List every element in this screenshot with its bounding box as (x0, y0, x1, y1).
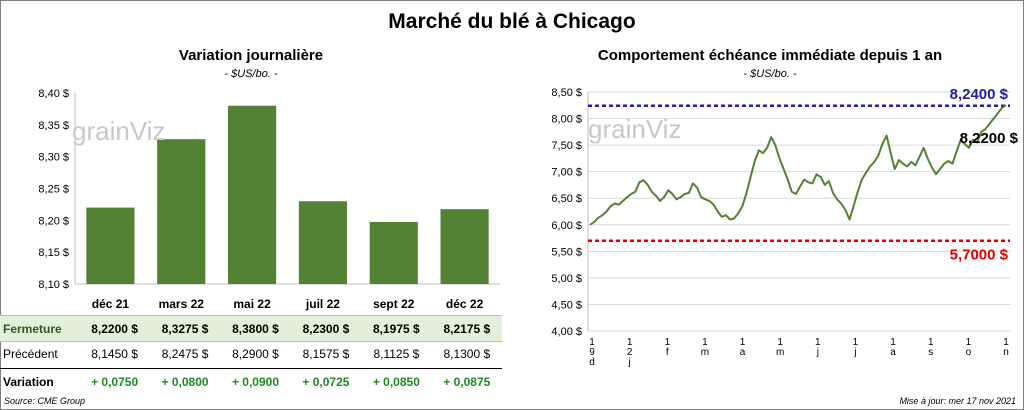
row-label-precedent: Précédent (3, 346, 58, 361)
variation-cell: + 0,0850 (372, 374, 420, 389)
variation-cell: + 0,0750 (91, 374, 139, 389)
bar-chart: 8,10 $ 8,15 $ 8,20 $ 8,25 $ 8,30 $ 8,35 $ 8,40… (38, 88, 500, 311)
line-y-tick-label: 8,00 $ (551, 114, 582, 126)
line-y-tick-label: 6,50 $ (551, 193, 582, 205)
line-y-tick-label: 4,00 $ (551, 326, 582, 338)
table-row-fermeture: Fermeture 8,2200 $ 8,3275 $ 8,3800 $ 8,2… (0, 315, 502, 342)
bar-y-tick-label: 8,20 $ (38, 215, 69, 227)
bar (369, 221, 418, 284)
fermeture-cell: 8,3800 $ (232, 321, 279, 336)
precedent-cell: 8,2900 $ (232, 346, 279, 361)
variation-cell: + 0,0875 (443, 374, 491, 389)
precedent-cell: 8,1300 $ (443, 346, 491, 361)
update-note: Mise à jour: mer 17 nov 2021 (899, 396, 1016, 406)
bar (157, 139, 206, 284)
precedent-cell: 8,1575 $ (302, 346, 350, 361)
table-row-variation: Variation + 0,0750 + 0,0800 + 0,0900 + 0… (0, 368, 502, 394)
high-value-label: 8,2400 $ (950, 86, 1009, 103)
bar (298, 201, 347, 284)
fermeture-cell: 8,2300 $ (302, 321, 350, 336)
line-y-tick-label: 5,00 $ (551, 273, 582, 285)
bar-category-label: sept 22 (373, 297, 415, 311)
bar-category-label: mars 22 (159, 297, 205, 311)
bar-y-tick-label: 8,25 $ (38, 184, 69, 196)
row-label-fermeture: Fermeture (3, 321, 62, 336)
fermeture-cell: 8,1975 $ (373, 321, 420, 336)
right-watermark: grainViz (588, 114, 681, 144)
left-chart-subtitle: Variation journalière (178, 47, 324, 64)
bar-y-tick-label: 8,10 $ (38, 279, 69, 291)
bar-category-label: juil 22 (305, 297, 340, 311)
line-y-tick-label: 7,00 $ (551, 167, 582, 179)
variation-cell: + 0,0800 (161, 374, 209, 389)
precedent-cell: 8,1450 $ (91, 346, 138, 361)
left-chart-unit: - $US/bo. - (224, 68, 278, 80)
line-chart: 4,00 $ 4,50 $ 5,00 $ 5,50 $ 6,00 $ 6,50 $ 7,00… (551, 86, 1018, 368)
bar (228, 105, 277, 284)
precedent-cell: 8,2475 $ (161, 346, 209, 361)
precedent-cell: 8,1125 $ (373, 346, 420, 361)
fermeture-cell: 8,3275 $ (161, 321, 209, 336)
price-series-line (589, 104, 1007, 226)
last-value-label: 8,2200 $ (960, 130, 1019, 147)
main-title: Marché du blé à Chicago (388, 10, 636, 33)
right-chart-unit: - $US/bo. - (743, 68, 797, 80)
bar-y-tick-label: 8,35 $ (38, 120, 69, 132)
row-label-variation: Variation (3, 374, 54, 389)
line-y-tick-label: 7,50 $ (551, 140, 582, 152)
left-watermark: grainViz (72, 116, 165, 146)
fermeture-cell: 8,2200 $ (91, 321, 138, 336)
line-y-tick-label: 6,00 $ (551, 220, 582, 232)
bar-y-tick-label: 8,30 $ (38, 152, 69, 164)
line-y-tick-label: 5,50 $ (551, 246, 582, 258)
line-y-tick-label: 8,50 $ (551, 87, 582, 99)
bar-y-tick-label: 8,40 $ (38, 88, 69, 100)
variation-cell: + 0,0725 (302, 374, 350, 389)
fermeture-cell: 8,2175 $ (443, 321, 491, 336)
line-y-tick-label: 4,50 $ (551, 299, 582, 311)
low-value-label: 5,7000 $ (950, 247, 1009, 264)
bar-category-label: déc 22 (446, 297, 484, 311)
bar-y-tick-label: 8,15 $ (38, 247, 69, 259)
variation-cell: + 0,0900 (231, 374, 279, 389)
bar-category-label: mai 22 (233, 297, 271, 311)
right-chart-subtitle: Comportement échéance immédiate depuis 1… (597, 47, 943, 64)
bar (440, 209, 489, 284)
bar (86, 207, 135, 284)
source-note: Source: CME Group (4, 396, 86, 406)
table-row-precedent: Précédent 8,1450 $ 8,2475 $ 8,2900 $ 8,1… (0, 341, 502, 366)
bar-category-label: déc 21 (92, 297, 130, 311)
